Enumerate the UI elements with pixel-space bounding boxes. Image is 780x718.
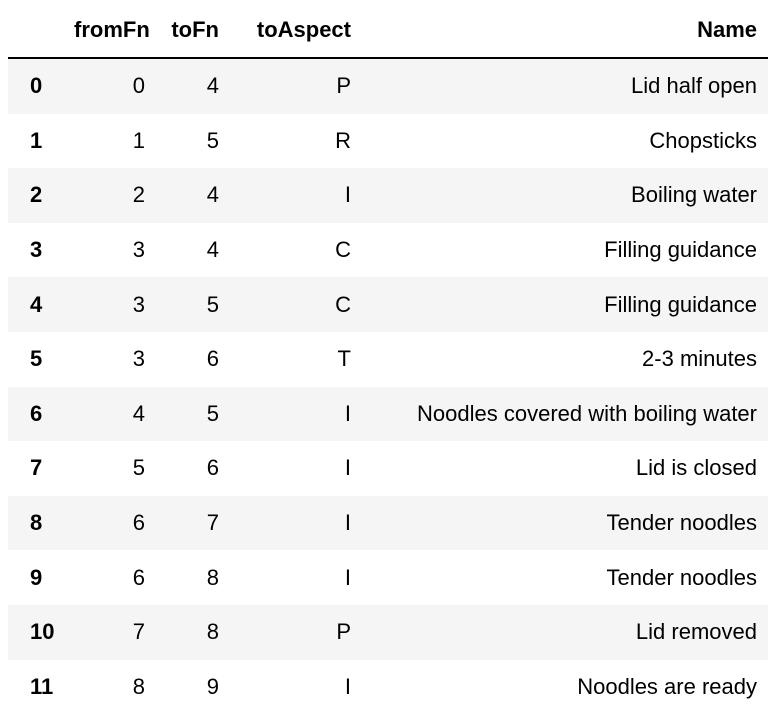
cell-tofn: 9 bbox=[206, 673, 219, 699]
header-row: fromFn toFn toAspect Name bbox=[8, 2, 768, 59]
row-index: 2 bbox=[30, 182, 43, 208]
table-row: 4 3 5 C Filling guidance bbox=[8, 277, 768, 332]
cell-fromfn: 6 bbox=[132, 510, 145, 536]
cell-name: Noodles covered with boiling water bbox=[417, 400, 757, 426]
cell-name: Lid half open bbox=[631, 73, 757, 99]
column-header-tofn: toFn bbox=[156, 2, 230, 59]
table-row: 2 2 4 I Boiling water bbox=[8, 168, 768, 223]
row-index: 4 bbox=[30, 291, 43, 317]
cell-fromfn: 3 bbox=[132, 291, 145, 317]
cell-fromfn: 1 bbox=[132, 127, 145, 153]
cell-tofn: 8 bbox=[206, 619, 219, 645]
cell-fromfn: 5 bbox=[132, 455, 145, 481]
cell-tofn: 5 bbox=[206, 291, 219, 317]
dataframe-table: fromFn toFn toAspect Name 0 0 4 P Lid ha… bbox=[8, 2, 768, 715]
cell-toaspect: P bbox=[336, 73, 351, 99]
cell-toaspect: I bbox=[344, 182, 351, 208]
cell-tofn: 4 bbox=[206, 73, 219, 99]
cell-toaspect: T bbox=[337, 346, 351, 372]
cell-name: Tender noodles bbox=[606, 564, 757, 590]
table-row: 9 6 8 I Tender noodles bbox=[8, 550, 768, 605]
index-header bbox=[8, 2, 66, 59]
cell-name: 2-3 minutes bbox=[642, 346, 757, 372]
row-index: 7 bbox=[30, 455, 43, 481]
table-row: 7 5 6 I Lid is closed bbox=[8, 441, 768, 496]
row-index: 9 bbox=[30, 564, 43, 590]
row-index: 11 bbox=[30, 673, 54, 699]
table-row: 3 3 4 C Filling guidance bbox=[8, 222, 768, 278]
table-row: 0 0 4 P Lid half open bbox=[8, 58, 768, 114]
table-row: 6 4 5 I Noodles covered with boiling wat… bbox=[8, 386, 768, 442]
cell-fromfn: 6 bbox=[132, 564, 145, 590]
row-index: 6 bbox=[30, 400, 43, 426]
table-row: 11 8 9 I Noodles are ready bbox=[8, 659, 768, 715]
cell-fromfn: 4 bbox=[132, 400, 145, 426]
cell-tofn: 5 bbox=[206, 127, 219, 153]
column-header-fromfn: fromFn bbox=[66, 2, 156, 59]
cell-name: Lid is closed bbox=[635, 455, 757, 481]
cell-name: Lid removed bbox=[635, 619, 757, 645]
cell-toaspect: I bbox=[344, 510, 351, 536]
cell-fromfn: 3 bbox=[132, 346, 145, 372]
cell-tofn: 4 bbox=[206, 237, 219, 263]
column-header-name: Name bbox=[362, 2, 768, 59]
cell-tofn: 6 bbox=[206, 455, 219, 481]
row-index: 1 bbox=[30, 127, 43, 153]
cell-name: Chopsticks bbox=[649, 127, 757, 153]
cell-toaspect: I bbox=[344, 673, 351, 699]
row-index: 0 bbox=[30, 73, 43, 99]
cell-fromfn: 7 bbox=[132, 619, 145, 645]
cell-toaspect: I bbox=[344, 400, 351, 426]
cell-fromfn: 3 bbox=[132, 237, 145, 263]
row-index: 8 bbox=[30, 510, 43, 536]
cell-toaspect: I bbox=[344, 564, 351, 590]
cell-tofn: 8 bbox=[206, 564, 219, 590]
cell-toaspect: P bbox=[336, 619, 351, 645]
cell-toaspect: C bbox=[335, 291, 351, 317]
cell-toaspect: I bbox=[344, 455, 351, 481]
row-index: 3 bbox=[30, 237, 43, 263]
cell-name: Filling guidance bbox=[604, 237, 757, 263]
table-row: 1 1 5 R Chopsticks bbox=[8, 113, 768, 169]
cell-tofn: 7 bbox=[206, 510, 219, 536]
row-index: 10 bbox=[30, 619, 55, 645]
cell-name: Noodles are ready bbox=[577, 673, 757, 699]
table-row: 10 7 8 P Lid removed bbox=[8, 604, 768, 660]
cell-toaspect: R bbox=[335, 127, 351, 153]
cell-tofn: 6 bbox=[206, 346, 219, 372]
cell-tofn: 5 bbox=[206, 400, 219, 426]
row-index: 5 bbox=[30, 346, 43, 372]
table-row: 5 3 6 T 2-3 minutes bbox=[8, 331, 768, 387]
cell-fromfn: 0 bbox=[132, 73, 145, 99]
cell-name: Boiling water bbox=[631, 182, 757, 208]
cell-name: Tender noodles bbox=[606, 510, 757, 536]
column-header-toaspect: toAspect bbox=[230, 2, 362, 59]
cell-toaspect: C bbox=[335, 237, 351, 263]
cell-tofn: 4 bbox=[206, 182, 219, 208]
table-row: 8 6 7 I Tender noodles bbox=[8, 495, 768, 551]
cell-fromfn: 8 bbox=[132, 673, 145, 699]
cell-fromfn: 2 bbox=[132, 182, 145, 208]
cell-name: Filling guidance bbox=[604, 291, 757, 317]
